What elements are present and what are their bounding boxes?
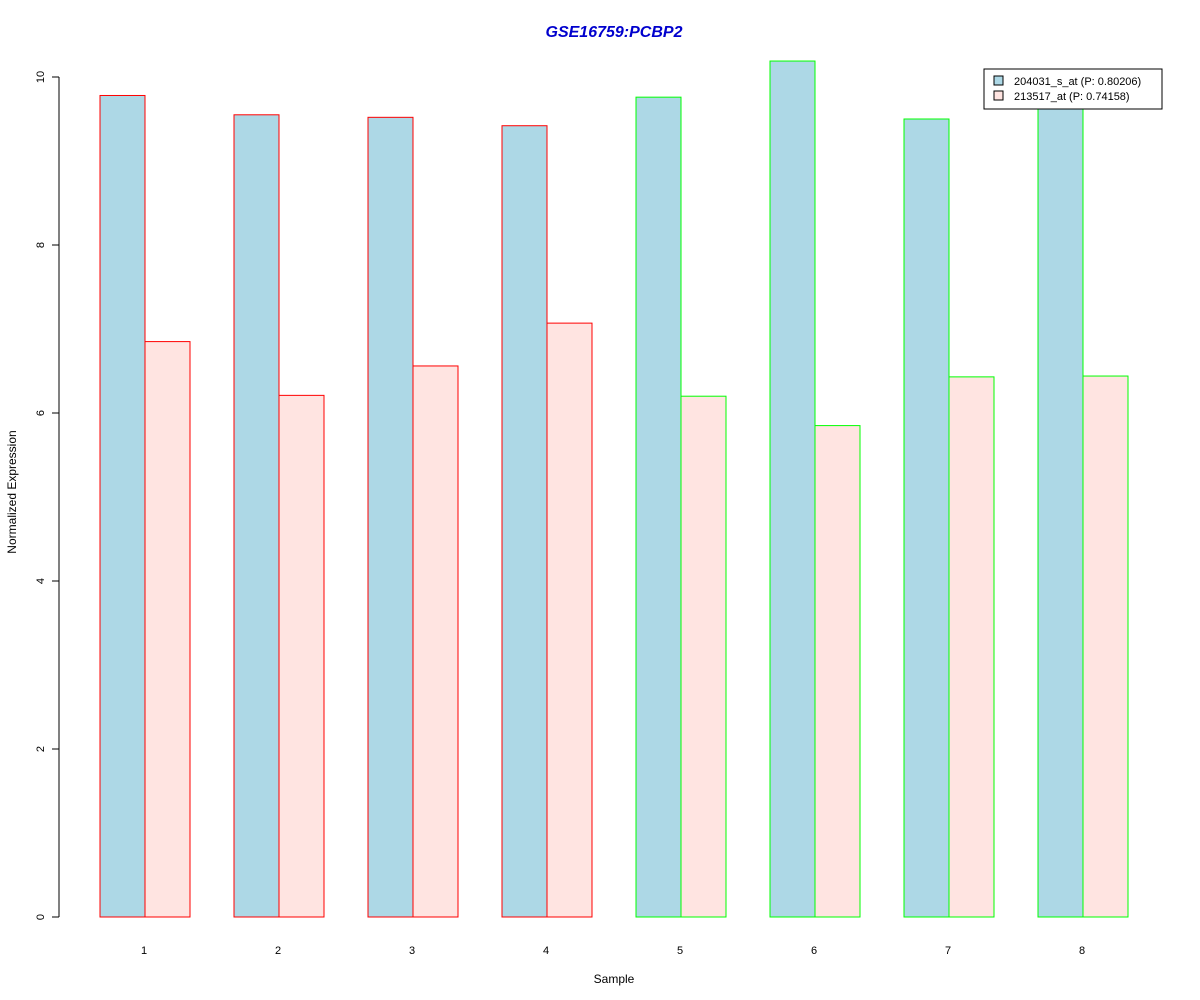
bar-sample-2-series-1 [233,114,280,918]
x-tick-label: 8 [1079,945,1085,957]
x-tick-label: 3 [409,945,415,957]
y-tick-label: 8 [35,242,47,248]
legend-swatch-series-1 [993,75,1004,86]
bar-sample-5-series-1 [635,96,682,918]
x-axis-label: Sample [594,972,635,986]
y-tick-label: 2 [35,746,47,752]
x-tick-label: 7 [945,945,951,957]
bar-sample-2-series-2 [278,394,325,918]
y-tick-label: 10 [35,71,47,83]
bar-sample-8-series-1 [1037,106,1084,918]
bar-sample-4-series-2 [546,322,593,918]
bar-sample-1-series-1 [99,94,146,918]
legend-label-series-1: 204031_s_at (P: 0.80206) [1014,76,1141,88]
legend-label-series-2: 213517_at (P: 0.74158) [1014,91,1130,103]
x-tick-label: 2 [275,945,281,957]
bar-sample-3-series-2 [412,365,459,918]
bar-sample-7-series-2 [948,376,995,918]
y-tick-label: 0 [35,914,47,920]
legend-swatch-series-2 [993,90,1004,101]
y-axis-label: Normalized Expression [5,430,19,553]
y-axis-ticks: 0 2 4 6 8 10 [35,71,59,920]
chart-title: GSE16759:PCBP2 [546,24,683,41]
legend-box [983,68,1163,110]
bar-sample-3-series-1 [367,116,414,918]
y-tick-label: 4 [35,578,47,584]
bars [99,60,1129,918]
bar-sample-7-series-1 [903,118,950,918]
bar-sample-1-series-2 [144,341,191,918]
y-tick-label: 6 [35,410,47,416]
bar-sample-4-series-1 [501,125,548,918]
bar-sample-6-series-1 [769,60,816,918]
x-tick-label: 4 [543,945,549,957]
x-tick-label: 1 [141,945,147,957]
bar-sample-5-series-2 [680,395,727,918]
x-tick-label: 6 [811,945,817,957]
x-tick-label: 5 [677,945,683,957]
legend: 204031_s_at (P: 0.80206) 213517_at (P: 0… [983,68,1163,110]
bar-sample-6-series-2 [814,425,861,918]
x-axis-tick-labels: 1 2 3 4 5 6 7 8 [141,945,1085,957]
bar-sample-8-series-2 [1082,375,1129,918]
